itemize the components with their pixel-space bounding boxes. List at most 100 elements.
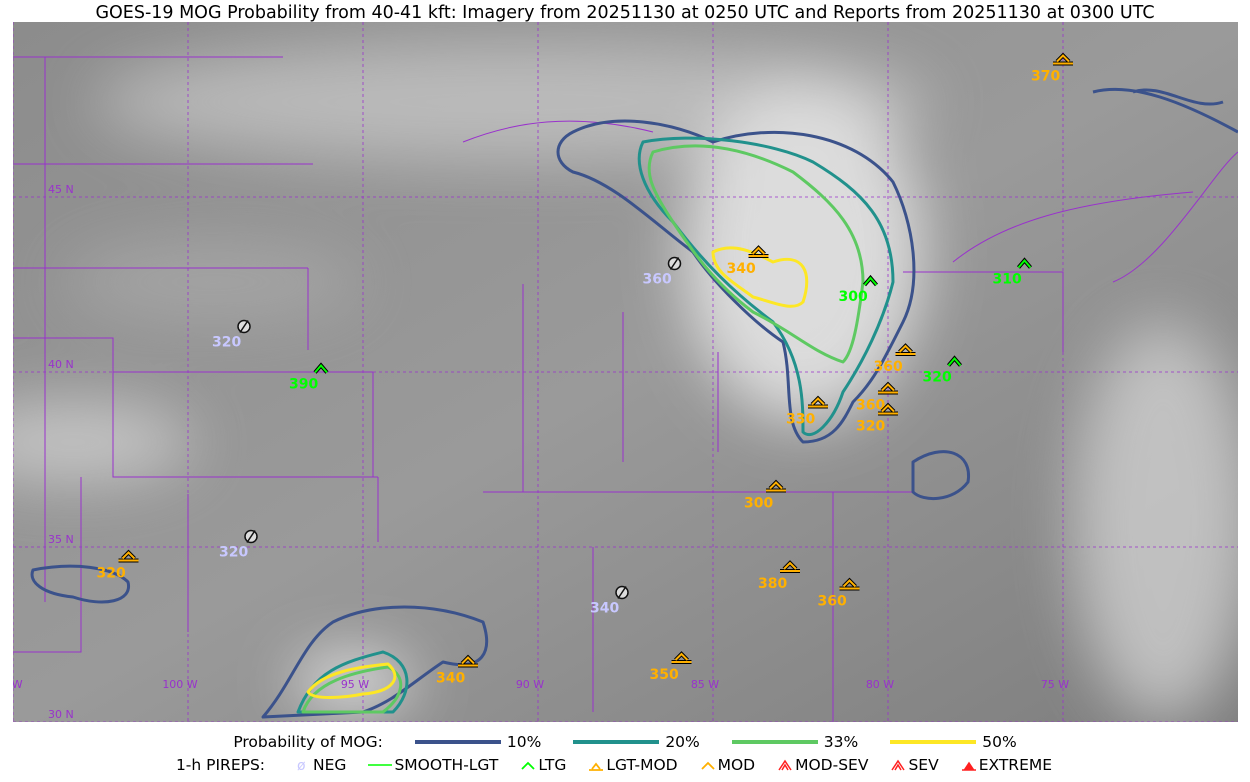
pirep-legend-item: MOD-SEV <box>777 756 868 774</box>
pirep-mod: 330 <box>786 395 828 428</box>
pirep-legend: 1-h PIREPS: ø NEG SMOOTH-LGT LTG LGT-MOD MOD M… <box>0 756 1250 774</box>
contour-10pct <box>30 564 130 604</box>
pirep-legend-label: MOD-SEV <box>795 756 869 774</box>
lon-label: 95 W <box>341 678 369 691</box>
svg-text:ø: ø <box>297 758 306 772</box>
contour-10pct <box>261 605 489 719</box>
pirep-legend-label: SEV <box>908 756 939 774</box>
pirep-altitude-label: 360 <box>874 359 903 375</box>
legend-swatch-33 <box>731 740 818 744</box>
contour-10pct <box>556 119 916 444</box>
pirep-mod: 320 <box>856 402 898 435</box>
pirep-altitude-label: 370 <box>1031 69 1060 85</box>
contour-10pct <box>1092 87 1238 134</box>
pirep-mod: 340 <box>727 245 769 277</box>
contour-20pct <box>637 136 895 436</box>
pirep-legend-item: ø NEG <box>295 756 346 774</box>
pirep-altitude-label: 320 <box>856 419 885 435</box>
pirep-altitude-label: 360 <box>643 272 672 288</box>
pirep-neg: 360 <box>643 256 682 288</box>
pirep-altitude-label: 320 <box>923 370 952 386</box>
legend-swatch-50 <box>890 740 977 744</box>
pirep-mod: 380 <box>758 560 800 592</box>
contour-33pct <box>647 144 865 364</box>
pirep-altitude-label: 300 <box>744 496 773 512</box>
probability-legend-title: Probability of MOG: <box>233 733 383 751</box>
pirep-neg: 320 <box>212 319 251 351</box>
pirep-markers: 370 360 340 300 310 320 390 360 320 360 330 320 300 3… <box>97 52 1073 687</box>
pirep-legend-item: LTG <box>520 756 566 774</box>
pirep-altitude-label: 320 <box>219 545 248 561</box>
pirep-legend-label: SMOOTH-LGT <box>394 756 499 774</box>
pirep-altitude-label: 320 <box>97 566 126 582</box>
map-title: GOES-19 MOG Probability from 40-41 kft: … <box>95 3 1155 23</box>
lat-label: 35 N <box>48 533 74 546</box>
lat-label: 40 N <box>48 358 74 371</box>
pirep-legend-item: LGT-MOD <box>588 756 678 774</box>
state-borders <box>13 56 1238 722</box>
pirep-ltg: 390 <box>289 362 329 393</box>
chevron-icon <box>700 761 715 770</box>
pirep-legend-label: NEG <box>313 756 347 774</box>
mog-contours <box>30 87 1238 719</box>
pirep-neg: 320 <box>219 529 258 561</box>
legend-label-20: 20% <box>665 733 700 751</box>
legend-swatch-20 <box>573 740 660 744</box>
legend-label-50: 50% <box>982 733 1017 751</box>
pirep-altitude-label: 340 <box>436 671 465 687</box>
pirep-legend-label: EXTREME <box>978 756 1053 774</box>
pirep-ltg: 300 <box>839 274 879 305</box>
pirep-altitude-label: 360 <box>818 594 847 610</box>
legend-label-33: 33% <box>823 733 859 751</box>
pirep-altitude-label: 380 <box>758 576 787 592</box>
pirep-mod: 320 <box>97 549 139 582</box>
lon-label: 80 W <box>866 678 894 691</box>
pirep-altitude-label: 340 <box>590 601 619 617</box>
lon-label: 75 W <box>1041 678 1069 691</box>
contour-33pct <box>301 665 403 714</box>
lon-label: 100 W <box>162 678 197 691</box>
pirep-mod: 360 <box>818 577 860 610</box>
lon-label: 85 W <box>691 678 719 691</box>
pirep-altitude-label: 320 <box>212 335 241 351</box>
pirep-legend-label: LTG <box>538 756 567 774</box>
pirep-legend-item: MOD <box>700 756 756 774</box>
probability-legend: Probability of MOG: 10% 20% 33% 50% <box>0 733 1250 751</box>
pirep-ltg: 320 <box>923 355 963 386</box>
lat-label: 45 N <box>48 183 74 196</box>
legend-label-10: 10% <box>506 733 542 751</box>
pirep-mod: 340 <box>436 654 478 687</box>
pirep-mod: 360 <box>874 343 916 375</box>
pirep-altitude-label: 300 <box>839 289 868 305</box>
pirep-ltg: 310 <box>993 257 1033 288</box>
double-chevron-icon <box>891 759 906 771</box>
pirep-mod: 370 <box>1031 52 1073 85</box>
pirep-legend-label: LGT-MOD <box>606 756 678 774</box>
pirep-altitude-label: 340 <box>727 261 756 277</box>
lat-label: 30 N <box>48 708 74 721</box>
pirep-neg: 340 <box>590 585 629 617</box>
neg-icon: ø <box>297 758 306 772</box>
pirep-altitude-label: 390 <box>289 377 318 393</box>
line-icon <box>368 764 393 766</box>
pirep-legend-item: EXTREME <box>961 756 1052 774</box>
pirep-legend-label: MOD <box>717 756 756 774</box>
lon-label: 90 W <box>516 678 544 691</box>
contour-10pct <box>911 450 970 501</box>
pirep-altitude-label: 330 <box>786 412 815 428</box>
pirep-altitude-label: 350 <box>650 667 679 683</box>
legend-swatch-10 <box>414 740 501 744</box>
pirep-mod: 360 <box>856 381 898 414</box>
pirep-legend-item: SEV <box>890 756 939 774</box>
hat-icon <box>589 762 604 771</box>
triangle-icon <box>961 761 976 771</box>
pirep-altitude-label: 360 <box>856 398 885 414</box>
lat-lon-grid: 105 W 100 W 95 W 90 W 85 W 80 W 75 W 45 N 40 N 35… <box>13 22 1238 722</box>
pirep-legend-item: SMOOTH-LGT <box>368 756 498 774</box>
chevron-icon <box>521 761 535 770</box>
pirep-mod: 350 <box>650 651 692 683</box>
pirep-altitude-label: 310 <box>993 272 1022 288</box>
pirep-legend-title: 1-h PIREPS: <box>175 756 266 774</box>
lon-label: 105 W <box>13 678 23 691</box>
satellite-map: 105 W 100 W 95 W 90 W 85 W 80 W 75 W 45 N 40 N 35… <box>13 22 1238 722</box>
